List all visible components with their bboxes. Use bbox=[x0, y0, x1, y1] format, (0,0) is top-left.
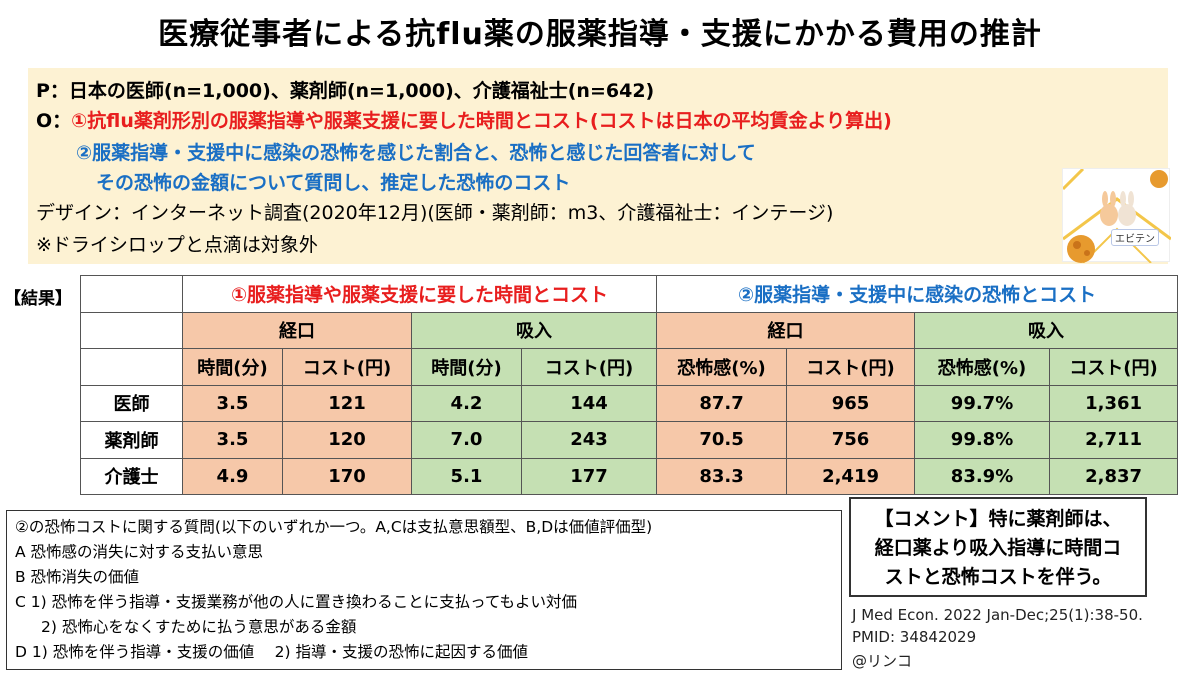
table-cell: 2,419 bbox=[786, 457, 916, 495]
summary-outcome-2-line1: ②服薬指導・支援中に感染の恐怖を感じた割合と、恐怖と感じた回答者に対して bbox=[76, 142, 756, 164]
col-cost-inhal: コスト(円) bbox=[520, 348, 658, 386]
summary-design: デザイン：インターネット調査(2020年12月)(医師・薬剤師：m3、介護福祉士… bbox=[36, 202, 834, 224]
table-cell: 1,361 bbox=[1049, 384, 1179, 422]
summary-outcome-1: O：①抗flu薬剤形別の服薬指導や服薬支援に要した時間とコスト(コストは日本の平… bbox=[36, 106, 892, 133]
section1-header: ①服薬指導や服薬支援に要した時間とコスト bbox=[181, 275, 658, 313]
col-fear-inhal: 恐怖感(%) bbox=[914, 348, 1051, 386]
comment-box: 【コメント】特に薬剤師は、 経口薬より吸入指導に時間コ ストと恐怖コストを伴う。 bbox=[849, 497, 1147, 597]
col-fearcost-inhal: コスト(円) bbox=[1049, 348, 1179, 386]
table-cell: 177 bbox=[520, 457, 658, 495]
row-header-pharmacist: 薬剤師 bbox=[80, 421, 183, 459]
results-table: ①服薬指導や服薬支援に要した時間とコスト ②服薬指導・支援中に感染の恐怖とコスト… bbox=[80, 275, 1179, 495]
table-cell: 7.0 bbox=[411, 421, 522, 459]
logo-text: エビテン bbox=[1111, 229, 1159, 246]
question-a: A 恐怖感の消失に対する支払い意思 bbox=[15, 543, 264, 561]
reference-pmid: PMID: 34842029 bbox=[852, 628, 977, 646]
table-row: 介護士 4.9 170 5.1 177 83.3 2,419 83.9% 2,8… bbox=[80, 457, 1179, 495]
table-cell: 3.5 bbox=[182, 384, 283, 422]
oral-header-2: 経口 bbox=[656, 311, 916, 349]
table-cell: 3.5 bbox=[182, 421, 283, 459]
summary-population: P：日本の医師(n=1,000)、薬剤師(n=1,000)、介護福祉士(n=64… bbox=[36, 80, 655, 102]
comment-line-2: 経口薬より吸入指導に時間コ bbox=[874, 537, 1122, 559]
summary-outcome-2-line2: その恐怖の金額について質問し、推定した恐怖のコスト bbox=[96, 172, 571, 194]
table-cell: 756 bbox=[786, 421, 916, 459]
result-label: 【結果】 bbox=[4, 289, 72, 309]
question-c1: C 1) 恐怖を伴う指導・支援業務が他の人に置き換わることに支払ってもよい対価 bbox=[15, 593, 578, 611]
table-cell: 99.8% bbox=[914, 421, 1051, 459]
question-intro: ②の恐怖コストに関する質問(以下のいずれか一つ。A,Cは支払意思額型、B,Dは価… bbox=[15, 518, 653, 536]
question-c2: 2) 恐怖心をなくすために払う意思がある金額 bbox=[41, 618, 357, 636]
table-cell: 4.9 bbox=[182, 457, 283, 495]
inhal-header-1: 吸入 bbox=[410, 311, 658, 349]
comment-line-3: ストと恐怖コストを伴う。 bbox=[884, 566, 1112, 588]
table-cell: 2,837 bbox=[1049, 457, 1179, 495]
question-box: ②の恐怖コストに関する質問(以下のいずれか一つ。A,Cは支払意思額型、B,Dは価… bbox=[6, 510, 842, 670]
table-row: 薬剤師 3.5 120 7.0 243 70.5 756 99.8% 2,711 bbox=[80, 421, 1179, 459]
table-cell: 170 bbox=[282, 457, 412, 495]
table-cell: 121 bbox=[282, 384, 412, 422]
table-cell: 965 bbox=[786, 384, 916, 422]
col-cost-oral: コスト(円) bbox=[282, 348, 412, 386]
col-time-inhal: 時間(分) bbox=[411, 348, 522, 386]
table-cell: 4.2 bbox=[411, 384, 522, 422]
page-title: 医療従事者による抗flu薬の服薬指導・支援にかかる費用の推計 bbox=[158, 17, 1042, 52]
outcome-label: O： bbox=[36, 110, 72, 132]
summary-box: P：日本の医師(n=1,000)、薬剤師(n=1,000)、介護福祉士(n=64… bbox=[28, 68, 1168, 264]
evidence-logo: エビテン bbox=[1062, 168, 1171, 263]
table-cell: 5.1 bbox=[411, 457, 522, 495]
inhal-header-2: 吸入 bbox=[914, 311, 1179, 349]
section2-header: ②服薬指導・支援中に感染の恐怖とコスト bbox=[656, 275, 1179, 313]
col-fearcost-oral: コスト(円) bbox=[786, 348, 916, 386]
table-header-row-1: ①服薬指導や服薬支援に要した時間とコスト ②服薬指導・支援中に感染の恐怖とコスト bbox=[80, 275, 1179, 313]
comment-line-1: 【コメント】特に薬剤師は、 bbox=[874, 508, 1122, 530]
rabbit-mascot-icon bbox=[1063, 169, 1171, 263]
table-cell: 70.5 bbox=[656, 421, 788, 459]
table-cell: 99.7% bbox=[914, 384, 1051, 422]
table-cell: 144 bbox=[520, 384, 658, 422]
summary-note: ※ドライシロップと点滴は対象外 bbox=[36, 234, 318, 256]
row-header-doctor: 医師 bbox=[80, 384, 183, 422]
reference-author: @リンコ bbox=[852, 652, 913, 670]
col-time-oral: 時間(分) bbox=[182, 348, 283, 386]
table-cell: 2,711 bbox=[1049, 421, 1179, 459]
table-row: 医師 3.5 121 4.2 144 87.7 965 99.7% 1,361 bbox=[80, 384, 1179, 422]
table-cell: 83.3 bbox=[656, 457, 788, 495]
table-header-row-3: 時間(分) コスト(円) 時間(分) コスト(円) 恐怖感(%) コスト(円) … bbox=[80, 348, 1179, 386]
table-header-row-2: 経口 吸入 経口 吸入 bbox=[80, 311, 1179, 349]
question-d: D 1) 恐怖を伴う指導・支援の価値 2) 指導・支援の恐怖に起因する価値 bbox=[15, 643, 528, 661]
row-header-caregiver: 介護士 bbox=[80, 457, 183, 495]
table-cell: 243 bbox=[520, 421, 658, 459]
col-fear-oral: 恐怖感(%) bbox=[656, 348, 788, 386]
oral-header-1: 経口 bbox=[182, 311, 412, 349]
reference-journal: J Med Econ. 2022 Jan-Dec;25(1):38-50. bbox=[852, 606, 1143, 624]
outcome-1-text: ①抗flu薬剤形別の服薬指導や服薬支援に要した時間とコスト(コストは日本の平均賃… bbox=[71, 110, 892, 132]
question-b: B 恐怖消失の価値 bbox=[15, 568, 140, 586]
table-cell: 120 bbox=[282, 421, 412, 459]
header-blank bbox=[80, 311, 183, 349]
table-cell: 83.9% bbox=[914, 457, 1051, 495]
header-blank bbox=[80, 275, 183, 313]
header-blank bbox=[80, 348, 183, 386]
table-cell: 87.7 bbox=[656, 384, 788, 422]
